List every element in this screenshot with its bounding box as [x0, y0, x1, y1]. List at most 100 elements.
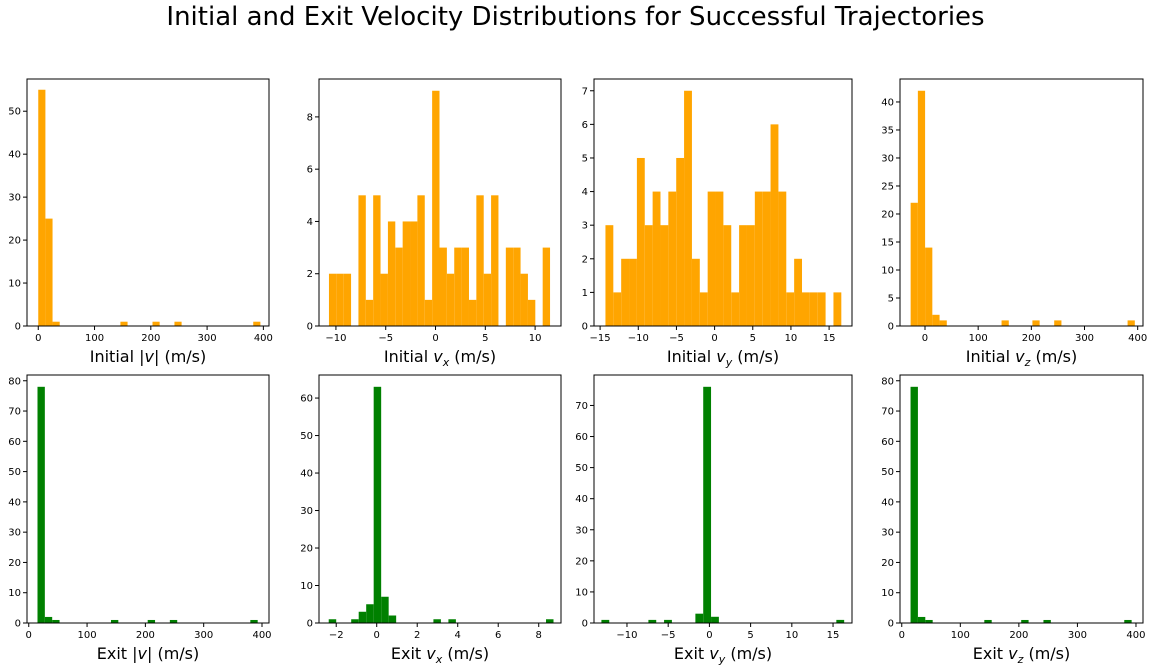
- y-tick-label: 50: [8, 467, 21, 478]
- y-tick-label: 10: [8, 588, 21, 599]
- x-tick-label: 4: [455, 630, 461, 641]
- y-tick-label: 60: [8, 437, 21, 448]
- histogram-bar: [833, 292, 842, 326]
- y-tick-label: 15: [881, 237, 894, 248]
- histogram-bar: [417, 195, 425, 326]
- x-tick-label: 300: [198, 333, 217, 344]
- x-tick-label: 200: [1022, 333, 1041, 344]
- axes-frame: [318, 374, 562, 624]
- histogram-bar: [621, 258, 630, 326]
- histogram-bar: [707, 191, 716, 326]
- histogram-bar: [358, 611, 367, 623]
- histogram-bar: [37, 386, 45, 623]
- x-tick-label: 400: [252, 630, 271, 641]
- y-tick-label: 0: [15, 619, 21, 630]
- y-tick-label: 60: [881, 437, 894, 448]
- x-tick-label: −5: [661, 630, 676, 641]
- x-tick-label: −10: [325, 333, 346, 344]
- histogram-bar: [446, 273, 455, 326]
- y-tick-label: 0: [582, 322, 588, 333]
- histogram-bar: [380, 273, 388, 326]
- subplot-exit-vx: −2 0 2 4 6 8 0 10 20 30 40 50 60 Exit vx (m/s): [300, 374, 562, 666]
- histogram-bar: [629, 258, 637, 326]
- y-tick-label: 40: [881, 97, 894, 108]
- x-tick-label: 0: [706, 630, 712, 641]
- histogram-bar: [439, 247, 447, 326]
- histogram-bar: [1054, 320, 1062, 326]
- histogram-bar: [542, 247, 551, 326]
- histogram-bar: [1001, 320, 1009, 326]
- x-tick-label: 100: [951, 630, 970, 641]
- y-tick-label: 20: [881, 209, 894, 220]
- y-tick-label: 0: [888, 619, 894, 630]
- histogram-bar: [715, 191, 724, 326]
- histogram-bar: [932, 314, 940, 326]
- x-tick-label: 200: [1009, 630, 1028, 641]
- histogram-bar: [174, 321, 182, 326]
- y-tick-label: 40: [300, 469, 313, 480]
- histogram-bar: [483, 273, 492, 326]
- y-tick-label: 80: [881, 376, 894, 387]
- y-tick-label: 0: [888, 322, 894, 333]
- histogram-bar: [786, 292, 795, 326]
- histogram-bar: [699, 292, 708, 326]
- x-tick-label: 200: [136, 630, 155, 641]
- histogram-bar: [513, 247, 521, 326]
- subplot-exit-vz: 0 100 200 300 400 0 10 20 30 40 50 60 70 80 Exit vz (m…: [881, 374, 1146, 666]
- histogram-bar: [731, 292, 740, 326]
- x-axis-label: Initial |v| (m/s): [90, 347, 207, 366]
- subplot-initial-vy: −15 −10 −5 0 5 10 15 0 1 2 3 4 5 6 7 Initial vy (m/s): [582, 78, 853, 369]
- axes-frame: [318, 78, 562, 327]
- y-tick-label: 30: [881, 153, 894, 164]
- y-tick-label: 40: [8, 150, 21, 161]
- histogram-bar: [432, 90, 440, 326]
- y-tick-label: 30: [575, 525, 588, 536]
- histogram-bar: [402, 221, 411, 326]
- histogram-bar: [328, 619, 337, 623]
- x-tick-label: −10: [616, 630, 637, 641]
- axes-frame: [593, 78, 853, 327]
- y-tick-label: 20: [8, 236, 21, 247]
- histogram-bar: [1032, 320, 1040, 326]
- histogram-bar: [365, 299, 374, 326]
- histogram-bar: [328, 273, 337, 326]
- axes-frame: [593, 374, 853, 624]
- x-tick-label: 0: [922, 333, 928, 344]
- x-tick-label: −5: [669, 333, 684, 344]
- axes-frame: [899, 374, 1144, 624]
- y-tick-label: 20: [300, 544, 313, 555]
- histogram-bar: [387, 221, 396, 326]
- y-tick-label: 5: [888, 293, 894, 304]
- y-tick-label: 20: [8, 558, 21, 569]
- y-tick-label: 70: [575, 401, 588, 412]
- x-tick-label: 2: [414, 630, 420, 641]
- histogram-bar: [939, 320, 947, 326]
- histogram-bar: [605, 225, 614, 326]
- histogram-bar: [802, 292, 810, 326]
- x-tick-label: 100: [85, 333, 104, 344]
- x-tick-label: 5: [750, 333, 756, 344]
- histogram-bar: [120, 321, 128, 326]
- x-tick-label: 100: [969, 333, 988, 344]
- y-tick-label: 20: [575, 556, 588, 567]
- histogram-bar: [770, 124, 779, 327]
- y-tick-label: 2: [582, 254, 588, 265]
- histogram-bar: [491, 195, 499, 326]
- y-tick-label: 0: [307, 322, 313, 333]
- x-tick-label: 100: [78, 630, 97, 641]
- histogram-bar: [652, 191, 661, 326]
- y-tick-label: 40: [8, 497, 21, 508]
- y-tick-label: 50: [300, 431, 313, 442]
- histogram-bar: [546, 619, 554, 623]
- y-tick-label: 6: [582, 120, 588, 131]
- y-tick-label: 1: [582, 288, 588, 299]
- x-tick-label: 400: [1126, 630, 1145, 641]
- histogram-bar: [1021, 619, 1029, 623]
- y-tick-label: 5: [582, 153, 588, 164]
- y-tick-label: 25: [881, 181, 894, 192]
- histogram-bar: [644, 225, 653, 326]
- y-tick-label: 0: [582, 619, 588, 630]
- x-tick-label: 0: [374, 630, 380, 641]
- x-axis-label: Initial vy (m/s): [667, 347, 779, 369]
- y-tick-label: 30: [8, 193, 21, 204]
